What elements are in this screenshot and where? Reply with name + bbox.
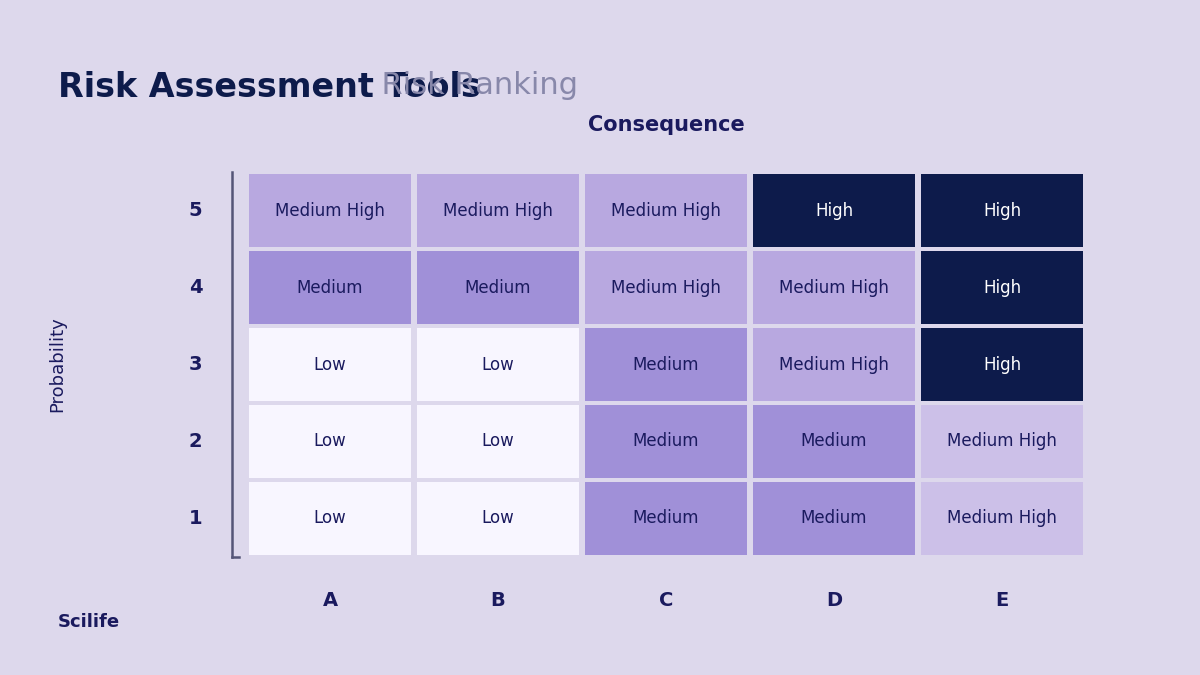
Text: Low: Low	[481, 356, 515, 373]
Text: 1: 1	[188, 509, 203, 528]
Text: Medium High: Medium High	[947, 510, 1057, 527]
Text: High: High	[815, 202, 853, 219]
Text: E: E	[995, 591, 1009, 610]
Text: B: B	[491, 591, 505, 610]
Text: C: C	[659, 591, 673, 610]
Text: A: A	[323, 591, 337, 610]
Text: Medium: Medium	[632, 433, 700, 450]
Text: Medium: Medium	[632, 510, 700, 527]
Text: Medium High: Medium High	[611, 202, 721, 219]
Text: 5: 5	[188, 201, 203, 220]
Text: Medium: Medium	[800, 433, 868, 450]
Text: Medium High: Medium High	[443, 202, 553, 219]
Text: Medium High: Medium High	[611, 279, 721, 296]
Text: Risk Ranking: Risk Ranking	[362, 71, 578, 100]
Text: High: High	[983, 279, 1021, 296]
Text: Low: Low	[313, 433, 347, 450]
Text: Medium High: Medium High	[275, 202, 385, 219]
Text: High: High	[983, 356, 1021, 373]
Text: Medium High: Medium High	[947, 433, 1057, 450]
Text: 2: 2	[188, 432, 203, 451]
Text: Medium: Medium	[800, 510, 868, 527]
Text: Low: Low	[313, 356, 347, 373]
Text: Medium High: Medium High	[779, 279, 889, 296]
Text: 3: 3	[188, 355, 203, 374]
Text: Low: Low	[313, 510, 347, 527]
Text: 4: 4	[188, 278, 203, 297]
Text: Probability: Probability	[48, 317, 67, 412]
Text: High: High	[983, 202, 1021, 219]
Text: Consequence: Consequence	[588, 115, 744, 135]
Text: Low: Low	[481, 510, 515, 527]
Text: Medium: Medium	[632, 356, 700, 373]
Text: Risk Assessment Tools: Risk Assessment Tools	[58, 71, 480, 104]
Text: Medium: Medium	[296, 279, 364, 296]
Text: Medium High: Medium High	[779, 356, 889, 373]
Text: Medium: Medium	[464, 279, 532, 296]
Text: Low: Low	[481, 433, 515, 450]
Text: D: D	[826, 591, 842, 610]
Text: Scilife: Scilife	[58, 613, 120, 631]
